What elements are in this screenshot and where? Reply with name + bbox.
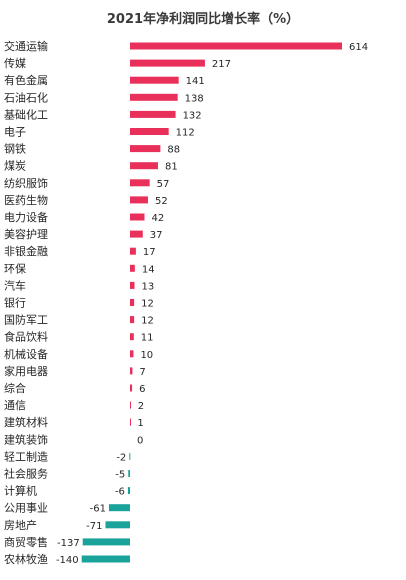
bar [130,213,145,221]
bar [130,367,133,375]
bar [130,333,134,341]
category-labels: 交通运输传媒有色金属石油石化基础化工电子钢铁煤炭纺织服饰医药生物电力设备美容护理… [4,39,48,566]
value-label: 0 [137,435,143,446]
bar [130,401,131,409]
bar [130,162,158,170]
value-label: 6 [139,384,145,395]
value-label: 10 [140,350,153,361]
bar [130,110,176,118]
bar [130,196,148,204]
bar [130,93,178,101]
value-label: 12 [141,316,154,327]
value-label: 17 [143,247,156,258]
bars [81,42,342,563]
bar [130,145,161,153]
category-label: 房地产 [4,518,37,532]
value-label: 1 [137,418,143,429]
bar [130,247,136,255]
value-label: 112 [176,128,195,139]
bar [129,452,131,460]
bar [130,128,169,135]
bar [130,299,135,306]
bar [127,487,130,495]
category-label: 轻工制造 [4,449,48,463]
category-label: 环保 [4,261,26,275]
category-label: 基础化工 [4,107,48,121]
value-label: 42 [152,213,165,224]
value-label: 13 [141,281,154,292]
value-label: 138 [185,93,204,104]
value-label: 14 [142,264,155,275]
bar [130,384,133,392]
category-label: 计算机 [4,484,37,498]
category-label: 有色金属 [4,73,48,87]
category-label: 汽车 [4,278,26,292]
category-label: 石油石化 [4,90,48,104]
value-label: -140 [56,555,79,566]
category-label: 建筑材料 [4,415,48,429]
bar [130,350,134,358]
category-label: 电力设备 [4,210,48,224]
chart-title: 2021年净利润同比增长率（%） [107,11,299,27]
value-label: 141 [186,76,205,87]
value-label: 7 [139,367,145,378]
value-label: 217 [212,59,231,70]
value-label: -5 [115,470,125,481]
value-label: 81 [165,162,178,173]
category-label: 美容护理 [4,227,48,241]
value-label: 57 [157,179,170,190]
category-label: 医药生物 [4,193,48,207]
value-label: -137 [57,538,80,549]
category-label: 纺织服饰 [4,176,48,190]
value-label: -2 [116,452,126,463]
bar [130,281,135,289]
category-label: 农林牧渔 [4,552,48,566]
bar [130,179,150,187]
value-label: 88 [167,145,180,156]
category-label: 传媒 [4,57,26,70]
bar [130,418,131,426]
bar [105,521,130,529]
category-label: 煤炭 [4,160,26,173]
category-label: 非银金融 [4,244,48,258]
category-label: 交通运输 [4,39,48,53]
value-label: 132 [183,110,202,121]
value-label: -61 [90,504,106,515]
category-label: 通信 [4,399,26,412]
category-label: 食品饮料 [4,330,48,344]
bar [81,555,130,563]
value-labels: 6142171411381321128881575242371714131212… [56,42,368,566]
value-label: 11 [141,333,154,344]
bar [130,316,135,324]
bar [130,264,135,272]
bar [128,470,130,477]
category-label: 公用事业 [4,502,48,515]
bar [130,42,342,50]
category-label: 家用电器 [4,364,48,378]
category-label: 银行 [4,296,26,310]
value-label: 2 [138,401,144,412]
bar [130,76,179,84]
category-label: 电子 [4,126,26,139]
category-label: 商贸零售 [4,535,48,549]
category-label: 国防军工 [4,313,48,327]
bar [108,504,130,512]
value-label: 37 [150,230,163,241]
value-label: -6 [115,487,125,498]
value-label: 614 [349,42,368,53]
bar [82,538,130,546]
value-label: -71 [86,521,102,532]
value-label: 12 [141,299,154,310]
category-label: 机械设备 [4,347,48,361]
category-label: 综合 [4,381,26,395]
bar [130,230,143,238]
value-label: 52 [155,196,168,207]
category-label: 社会服务 [4,467,48,481]
category-label: 钢铁 [4,143,26,156]
bar [130,59,205,67]
category-label: 建筑装饰 [4,432,48,446]
